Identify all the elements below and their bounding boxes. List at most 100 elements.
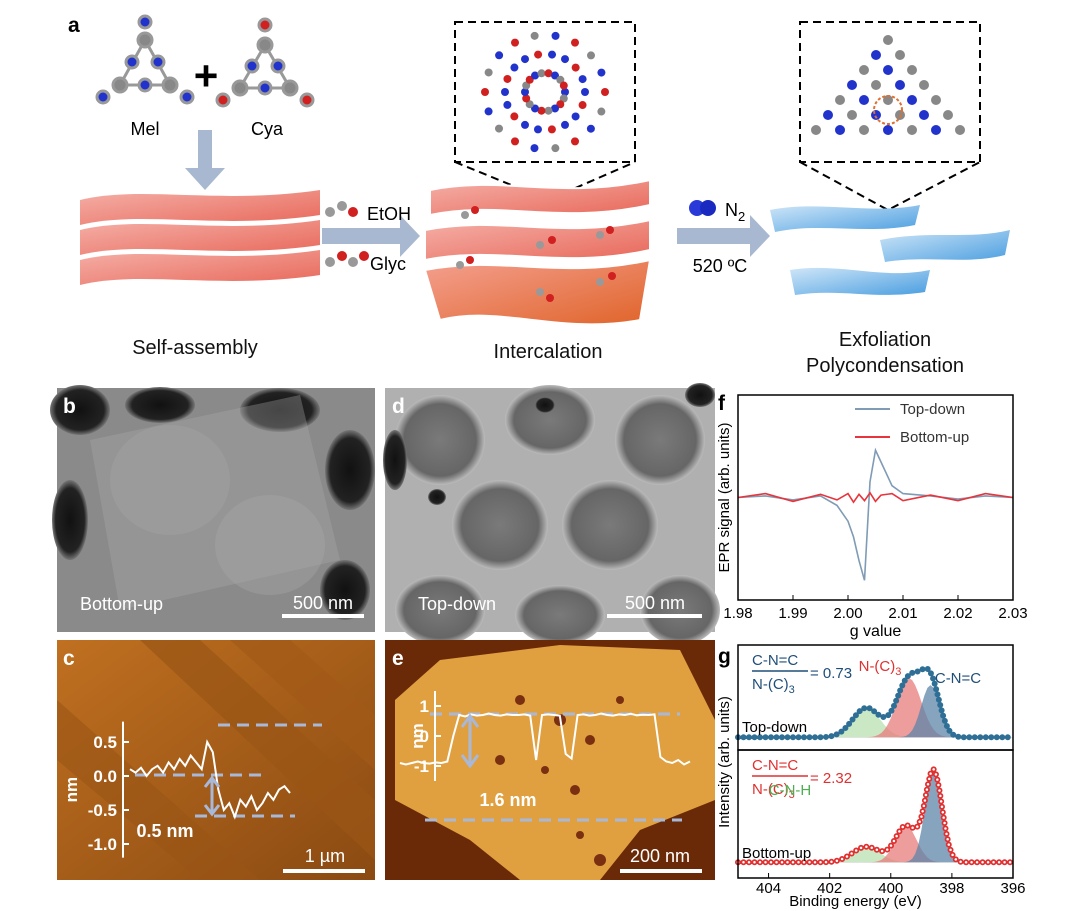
atom xyxy=(895,50,905,60)
data-envelope xyxy=(735,665,1016,741)
x-tick-label: 2.01 xyxy=(888,605,917,622)
atom xyxy=(883,125,893,135)
step-arrow xyxy=(203,775,221,817)
atom xyxy=(581,88,589,96)
x-tick-label: 2.02 xyxy=(943,605,972,622)
y-tick-label: 0.0 xyxy=(93,767,117,786)
peak-label-text: N-(C) xyxy=(859,658,896,675)
arrow-right xyxy=(677,215,770,257)
scale-bar-label: 200 nm xyxy=(630,846,690,866)
x-tick-label: 404 xyxy=(756,880,781,897)
image-caption: Top-down xyxy=(418,594,496,614)
ratio-denominator-text: N-(C) xyxy=(752,781,789,798)
atom xyxy=(537,69,546,78)
atom xyxy=(503,100,512,109)
image-caption: Bottom-up xyxy=(80,594,163,614)
solvent-icons xyxy=(325,201,369,267)
atom xyxy=(907,125,917,135)
x-axis-label: g value xyxy=(850,623,902,640)
ratio-denominator-text: N-(C) xyxy=(752,676,789,693)
atom xyxy=(544,69,553,78)
atom xyxy=(811,125,821,135)
atom xyxy=(883,65,893,75)
atom xyxy=(510,63,519,72)
atom xyxy=(484,68,493,77)
afm-image-c xyxy=(57,640,375,880)
atom xyxy=(835,95,845,105)
atom xyxy=(556,75,565,84)
atom xyxy=(571,112,580,121)
atom xyxy=(548,50,557,59)
ratio-denominator: N-(C)3 xyxy=(752,781,795,801)
zoom-box xyxy=(799,21,981,163)
plot-frame xyxy=(737,749,1014,879)
panel-label: b xyxy=(63,395,76,418)
atom xyxy=(578,101,587,110)
x-tick-label: 2.03 xyxy=(998,605,1027,622)
atom xyxy=(847,110,857,120)
atom xyxy=(503,74,512,83)
atom xyxy=(530,144,539,153)
atom xyxy=(533,125,542,134)
atom xyxy=(571,63,580,72)
atom xyxy=(871,80,881,90)
peak-label: N-(C)3 xyxy=(859,658,902,678)
blue-sheets xyxy=(770,205,1010,295)
peak-label: C-N=C xyxy=(935,670,981,687)
scale-bar-label: 500 nm xyxy=(625,593,685,613)
zoom-lines xyxy=(799,161,981,212)
arrow-down xyxy=(185,130,225,190)
step-height: 0.5 nm xyxy=(136,821,193,841)
atom xyxy=(551,31,560,40)
monomer-label: Mel xyxy=(130,119,159,139)
zoom-lines xyxy=(454,161,636,202)
atom xyxy=(521,88,529,96)
n2-icon xyxy=(689,200,716,216)
orange-sheets xyxy=(423,178,652,326)
atom xyxy=(907,95,917,105)
series-line xyxy=(737,447,1014,581)
atom xyxy=(571,38,579,47)
atom xyxy=(481,88,489,96)
ratio-subscript: 3 xyxy=(789,789,795,801)
atom xyxy=(559,94,568,103)
atom xyxy=(522,81,531,90)
y-tick-label: 0 xyxy=(420,727,429,746)
y-axis-label: nm xyxy=(62,777,81,803)
atom xyxy=(531,71,539,80)
scale-bars xyxy=(282,614,702,873)
atom xyxy=(883,35,893,45)
triangle-network xyxy=(811,35,965,135)
atom xyxy=(586,51,595,60)
atom xyxy=(907,65,917,75)
atom xyxy=(559,81,568,90)
atom xyxy=(597,107,606,116)
zoom-box xyxy=(454,21,636,163)
series-line xyxy=(737,491,1014,504)
atom xyxy=(530,31,539,40)
fit-peak xyxy=(738,707,1013,738)
atom xyxy=(955,125,965,135)
atom xyxy=(823,110,833,120)
step-height: 1.6 nm xyxy=(479,790,536,810)
peak-label: C-N-H xyxy=(769,782,812,799)
atom xyxy=(547,125,556,134)
mel-molecule xyxy=(95,14,195,105)
atom xyxy=(521,55,529,64)
y-tick-label: -0.5 xyxy=(88,801,117,820)
highlight xyxy=(873,95,903,125)
atom xyxy=(511,137,519,146)
atom xyxy=(871,50,881,60)
atom xyxy=(597,68,606,77)
height-profile xyxy=(129,739,291,820)
atom xyxy=(919,110,929,120)
atom xyxy=(578,75,587,84)
atom xyxy=(847,80,857,90)
atom xyxy=(534,50,543,59)
x-tick-label: 402 xyxy=(817,880,842,897)
ratio-numerator: C-N=C xyxy=(752,652,798,669)
atom xyxy=(601,88,609,96)
sample-label: Bottom-up xyxy=(742,845,811,862)
x-tick-label: 1.98 xyxy=(723,605,752,622)
atom xyxy=(495,124,504,133)
